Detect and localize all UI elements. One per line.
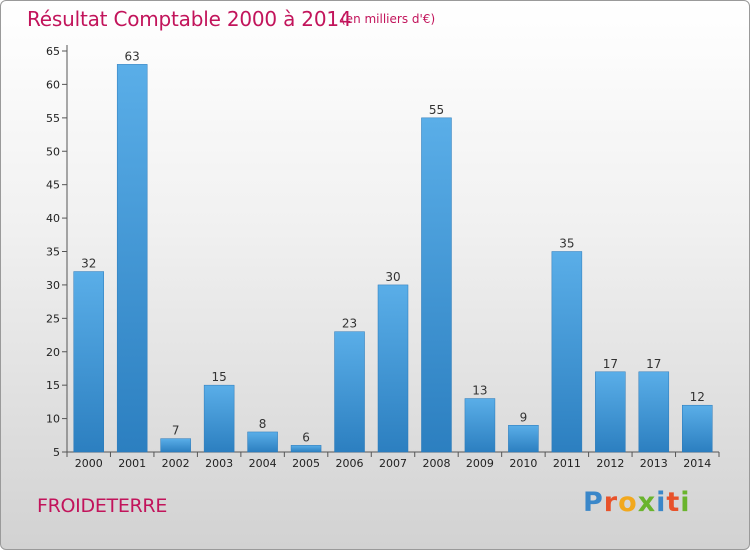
x-tick-label: 2007	[379, 457, 407, 470]
bar	[290, 445, 322, 453]
bar-value-label: 23	[342, 317, 357, 331]
x-tick-label: 2001	[118, 457, 146, 470]
x-tick-label: 2009	[466, 457, 494, 470]
y-tick-label: 40	[46, 212, 60, 225]
bar	[638, 371, 670, 453]
x-tick-label: 2008	[422, 457, 450, 470]
y-tick-label: 35	[46, 246, 60, 259]
y-tick-label: 65	[46, 45, 60, 58]
bar	[73, 271, 104, 453]
bar	[595, 371, 626, 453]
x-tick-label: 2006	[336, 457, 364, 470]
logo-letter: i	[656, 487, 667, 518]
bar-value-label: 35	[559, 237, 574, 251]
bar-value-label: 8	[259, 417, 267, 431]
logo-letter: t	[666, 487, 681, 518]
bar	[334, 331, 365, 453]
bar-value-label: 13	[472, 384, 487, 398]
y-tick-label: 30	[46, 279, 60, 292]
x-tick-label: 2011	[553, 457, 581, 470]
bar	[203, 384, 235, 453]
x-tick-label: 2003	[205, 457, 233, 470]
logo-letter: r	[603, 487, 619, 518]
proxiti-logo[interactable]: Proxiti	[583, 487, 691, 518]
chart-title: Résultat Comptable 2000 à 2014	[27, 7, 352, 31]
y-tick-label: 15	[46, 379, 60, 392]
bar-value-label: 17	[603, 357, 618, 371]
y-tick-label: 10	[46, 413, 60, 426]
bar-value-label: 32	[81, 257, 96, 271]
y-tick-label: 45	[46, 179, 60, 192]
bar-value-label: 63	[125, 49, 140, 63]
bar-value-label: 7	[172, 424, 180, 438]
x-tick-label: 2010	[509, 457, 537, 470]
bar-value-label: 6	[302, 430, 310, 444]
bar	[508, 425, 539, 453]
bar	[551, 251, 583, 453]
bar	[464, 398, 496, 453]
bar	[247, 431, 278, 453]
x-tick-label: 2005	[292, 457, 320, 470]
bar-value-label: 55	[429, 103, 444, 117]
logo-letter: P	[583, 487, 604, 518]
bar-value-label: 9	[520, 410, 528, 424]
x-tick-label: 2013	[640, 457, 668, 470]
bar-value-label: 30	[385, 270, 400, 284]
y-tick-label: 60	[46, 78, 60, 91]
x-tick-label: 2002	[162, 457, 190, 470]
x-tick-label: 2000	[75, 457, 103, 470]
bar	[377, 284, 409, 453]
x-tick-label: 2004	[249, 457, 277, 470]
x-tick-label: 2014	[683, 457, 711, 470]
y-tick-label: 50	[46, 145, 60, 158]
bar	[116, 64, 148, 453]
chart-subtitle: (en milliers d'€)	[341, 12, 436, 26]
bar	[421, 117, 452, 453]
logo-letter: o	[618, 487, 638, 518]
bar-value-label: 15	[211, 370, 226, 384]
x-tick-label: 2012	[596, 457, 624, 470]
logo-letter: i	[680, 487, 691, 518]
commune-name: FROIDETERRE	[37, 495, 168, 517]
y-tick-label: 20	[46, 346, 60, 359]
y-tick-label: 55	[46, 112, 60, 125]
bar	[682, 404, 713, 453]
y-tick-label: 5	[53, 446, 60, 459]
bar-value-label: 12	[690, 390, 705, 404]
logo-letter: x	[637, 487, 657, 518]
bar-value-label: 17	[646, 357, 661, 371]
y-tick-label: 25	[46, 312, 60, 325]
bar	[160, 438, 191, 453]
